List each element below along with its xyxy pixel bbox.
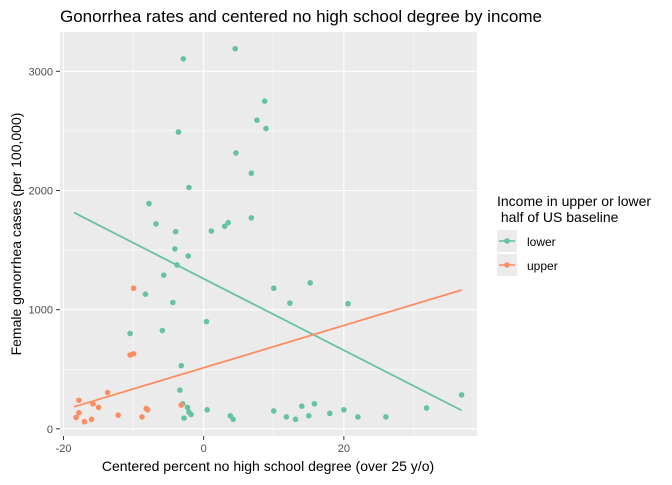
data-point-lower	[178, 362, 185, 369]
data-point-lower	[270, 408, 277, 414]
data-point-lower	[383, 414, 389, 420]
data-point-lower	[172, 246, 178, 252]
data-point-lower	[203, 318, 210, 325]
data-point-upper	[88, 416, 95, 423]
data-point-upper	[81, 418, 88, 425]
chart-title: Gonorrhea rates and centered no high sch…	[60, 7, 542, 26]
data-point-lower	[127, 330, 133, 337]
data-point-lower	[160, 272, 167, 278]
y-tick-label: 0	[47, 424, 53, 436]
data-point-lower	[261, 98, 268, 104]
data-point-lower	[248, 170, 255, 177]
legend-key-upper-point	[504, 262, 510, 268]
data-point-lower	[172, 228, 179, 235]
x-tick-label: 0	[201, 443, 207, 455]
data-point-upper	[95, 404, 102, 411]
data-point-lower	[233, 150, 239, 156]
data-point-lower	[341, 406, 347, 413]
data-point-lower	[142, 291, 149, 297]
trend-line-lower	[73, 211, 462, 412]
x-tick-label: 20	[338, 443, 350, 455]
data-point-lower	[204, 406, 210, 413]
data-point-lower	[221, 223, 228, 230]
data-point-lower	[254, 117, 260, 123]
data-point-lower	[181, 415, 187, 421]
y-tick-label: 1000	[29, 305, 53, 317]
data-point-lower	[232, 45, 239, 52]
data-point-lower	[423, 405, 430, 411]
legend-title-line-2: half of US baseline	[497, 209, 619, 225]
data-point-lower	[188, 411, 194, 418]
plot-panel	[60, 32, 477, 436]
x-axis-label: Centered percent no high school degree (…	[102, 458, 434, 474]
data-point-lower	[292, 416, 299, 423]
data-point-upper	[115, 412, 121, 418]
data-point-lower	[263, 125, 269, 132]
grid-lines	[60, 32, 477, 436]
data-point-lower	[153, 221, 159, 227]
data-point-lower	[177, 387, 183, 393]
data-point-upper	[73, 414, 79, 421]
data-point-lower	[327, 410, 333, 417]
data-point-lower	[248, 215, 255, 221]
data-point-lower	[230, 416, 236, 423]
legend-key-lower-point	[504, 238, 510, 244]
data-point-lower	[225, 219, 232, 226]
data-point-lower	[311, 401, 318, 407]
data-point-upper	[178, 402, 185, 408]
trend-lines	[73, 211, 462, 412]
data-point-upper	[139, 414, 145, 420]
legend-label-lower: lower	[527, 235, 556, 249]
data-point-lower	[355, 414, 361, 420]
data-point-lower	[458, 392, 465, 398]
data-point-upper	[90, 401, 96, 407]
data-point-lower	[307, 280, 314, 286]
data-point-upper	[130, 285, 137, 292]
data-point-lower	[146, 200, 152, 207]
data-point-lower	[184, 404, 191, 411]
data-point-lower	[270, 285, 277, 292]
data-point-lower	[305, 412, 312, 419]
data-point-upper	[76, 409, 82, 416]
data-point-lower	[180, 56, 187, 62]
y-axis-label: Female gonorrhea cases (per 100,000)	[8, 113, 24, 356]
data-point-upper	[104, 389, 111, 396]
data-points	[73, 45, 465, 425]
y-tick-label: 3000	[29, 66, 53, 78]
data-point-lower	[159, 327, 166, 334]
data-point-lower	[170, 299, 176, 306]
x-tick-label: -20	[56, 443, 72, 455]
y-tick-label: 2000	[29, 186, 53, 198]
legend-label-upper: upper	[527, 259, 558, 273]
data-point-lower	[298, 403, 305, 410]
plot-background	[60, 32, 477, 436]
data-point-lower	[208, 228, 215, 234]
trend-line-upper	[73, 289, 462, 408]
data-point-lower	[175, 129, 182, 135]
legend: Income in upper or lower half of US base…	[497, 193, 651, 276]
data-point-upper	[144, 406, 151, 413]
data-point-lower	[283, 414, 290, 420]
data-point-lower	[186, 184, 192, 191]
data-point-lower	[174, 262, 180, 268]
data-point-lower	[185, 253, 192, 259]
data-point-lower	[287, 300, 293, 306]
data-point-upper	[76, 397, 82, 404]
legend-title-line-1: Income in upper or lower	[497, 193, 651, 209]
data-point-upper	[127, 352, 133, 358]
data-point-lower	[345, 300, 351, 307]
